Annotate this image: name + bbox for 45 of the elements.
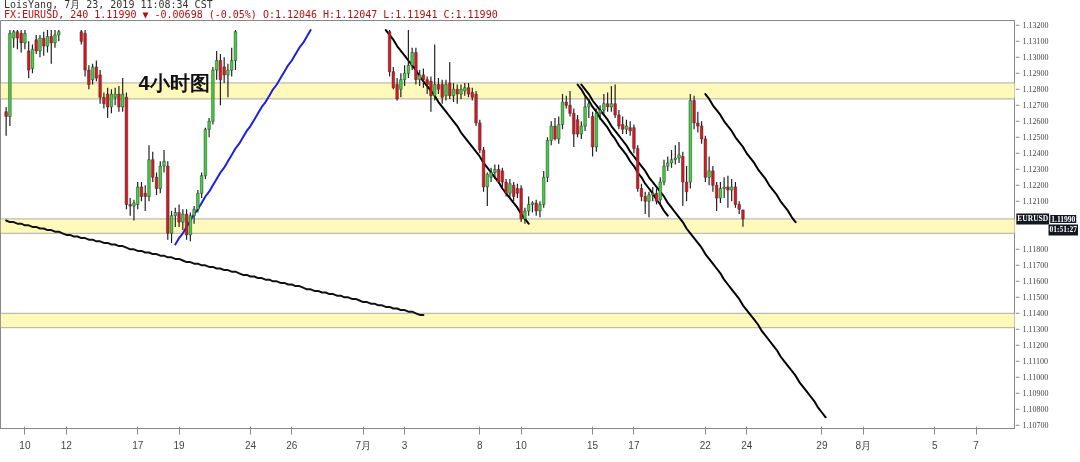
y-tick-label: 1.11300 — [1022, 325, 1049, 335]
y-tick-label: 1.12800 — [1022, 85, 1049, 95]
x-tick-label: 5 — [931, 439, 938, 451]
x-tick-label: 10 — [515, 439, 528, 451]
x-tick-label: 22 — [699, 439, 712, 451]
y-tick-label: 1.11500 — [1022, 293, 1049, 303]
annotation: 4小时图 — [138, 71, 210, 94]
y-tick-label: 1.12700 — [1022, 101, 1049, 111]
x-tick-label: 26 — [286, 439, 298, 451]
x-tick-label: 19 — [173, 439, 186, 451]
y-tick-label: 1.11000 — [1022, 373, 1049, 383]
x-tick-label: 17 — [628, 439, 640, 451]
y-tick-label: 1.10900 — [1022, 389, 1049, 399]
y-tick-label: 1.10800 — [1022, 405, 1049, 415]
chart-subtitle: FX:EURUSD, 240 1.11990 ▼ -0.00698 (-0.05%) O:1.12046 H:1.12047 L:1.11941 C:1.11990 — [4, 9, 498, 20]
y-tick-label: 1.13100 — [1022, 37, 1049, 47]
y-tick-label: 1.10700 — [1022, 421, 1049, 431]
y-tick-label: 1.12500 — [1022, 133, 1049, 143]
y-tick-label: 1.12100 — [1022, 197, 1049, 207]
x-tick-label: 3 — [401, 439, 408, 451]
y-tick-label: 1.11700 — [1022, 261, 1049, 271]
y-tick-label: 1.13000 — [1022, 53, 1049, 63]
y-tick-label: 1.11800 — [1022, 245, 1049, 255]
x-tick-label: 8 — [477, 439, 484, 451]
y-tick-label: 1.12400 — [1022, 149, 1049, 159]
y-tick-label: 1.11200 — [1022, 341, 1049, 351]
x-tick-label: 24 — [741, 439, 753, 451]
y-tick-label: 1.11100 — [1022, 357, 1048, 367]
x-tick-label: 12 — [60, 439, 73, 451]
y-tick-label: 1.12900 — [1022, 69, 1049, 79]
y-tick-label: 1.12600 — [1022, 117, 1049, 127]
x-tick-label: 15 — [587, 439, 599, 451]
x-tick-label: 8月 — [855, 439, 872, 451]
x-tick-label: 17 — [132, 439, 144, 451]
x-tick-label: 24 — [244, 439, 257, 451]
chart-title: LoisYang, 7月 23, 2019 11:08:34 CST — [4, 0, 214, 10]
y-tick-label: 1.13200 — [1022, 21, 1049, 31]
x-tick-label: 29 — [816, 439, 828, 451]
y-tick-label: 1.11400 — [1022, 309, 1049, 319]
y-tick-label: 1.11600 — [1022, 277, 1049, 287]
y-tick-label: 1.12300 — [1022, 165, 1049, 175]
x-tick-label: 10 — [19, 439, 31, 451]
x-tick-label: 7 — [973, 439, 980, 451]
y-tick-label: 1.12200 — [1022, 181, 1049, 191]
x-tick-label: 7月 — [355, 439, 372, 451]
